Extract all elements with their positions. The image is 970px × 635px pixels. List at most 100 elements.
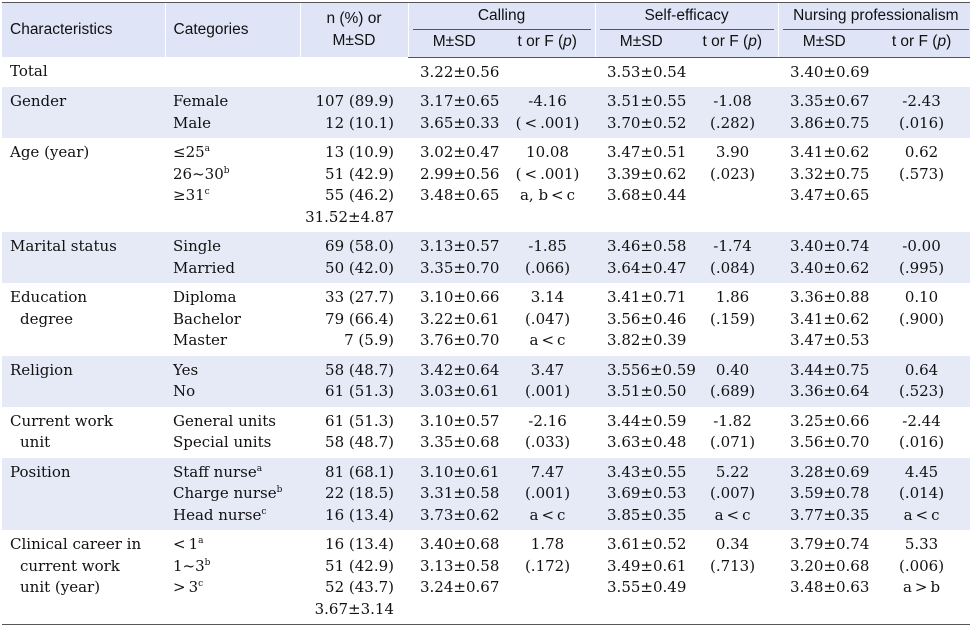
self-efficacy-msd-cell: 3.47±0.51 3.39±0.62 3.68±0.44 bbox=[595, 138, 687, 232]
self-efficacy-tf-cell: -1.82 (.071) bbox=[687, 407, 778, 458]
calling-msd-value: 3.13±0.57 bbox=[420, 237, 500, 255]
self-efficacy-msd-value: 3.49±0.61 bbox=[607, 556, 687, 575]
self-efficacy-msd-value: 3.46±0.58 bbox=[607, 237, 687, 255]
category-cell: General units Special units bbox=[165, 407, 300, 458]
category-text: 26~30b bbox=[173, 164, 230, 183]
category-text: ≤25a bbox=[173, 143, 211, 161]
characteristic-cell: Age (year) bbox=[2, 138, 165, 232]
self-efficacy-msd-value: 3.56±0.46 bbox=[607, 309, 687, 328]
calling-msd-cell: 3.42±0.64 3.03±0.61 bbox=[408, 355, 500, 407]
category-text: > 3c bbox=[173, 578, 204, 596]
professionalism-msd-cell: 3.36±0.88 3.41±0.62 3.47±0.53 bbox=[778, 283, 870, 356]
calling-tf-cell: -4.16 ( < .001) bbox=[500, 87, 596, 138]
self-efficacy-msd-cell: 3.61±0.52 3.49±0.61 3.55±0.49 bbox=[595, 530, 688, 625]
self-efficacy-tf-value: a < c bbox=[714, 505, 751, 524]
category-text: Diploma bbox=[173, 288, 237, 306]
professionalism-msd-value: 3.28±0.69 bbox=[790, 462, 870, 481]
category-text: Special units bbox=[173, 433, 272, 451]
self-efficacy-msd-value: 3.63±0.48 bbox=[607, 433, 687, 451]
category-text: Yes bbox=[173, 360, 199, 379]
n-cell: 61 (51.3) 58 (48.7) bbox=[300, 407, 408, 458]
self-efficacy-tf-cell bbox=[687, 57, 778, 87]
self-efficacy-tf-cell: 3.90 (.023) bbox=[687, 138, 778, 232]
header-np-tf: t or F (p) bbox=[870, 30, 970, 58]
calling-tf-value: a < c bbox=[529, 331, 566, 349]
self-efficacy-msd-cell: 3.51±0.55 3.70±0.52 bbox=[595, 87, 688, 138]
self-efficacy-msd-value: 3.39±0.62 bbox=[607, 164, 687, 183]
self-efficacy-tf-cell: -1.08 (.282) bbox=[687, 87, 779, 138]
professionalism-msd-value: 3.35±0.67 bbox=[790, 92, 870, 110]
self-efficacy-tf-value: -1.82 bbox=[713, 411, 752, 430]
header-np-msd: M±SD bbox=[777, 30, 871, 58]
self-efficacy-msd-value: 3.55±0.49 bbox=[607, 578, 687, 596]
calling-tf-cell: 7.47 (.001) a < c bbox=[500, 457, 596, 530]
calling-tf-value: (.033) bbox=[524, 433, 571, 451]
professionalism-msd-value: 3.36±0.64 bbox=[790, 382, 870, 400]
professionalism-msd-value: 3.40±0.62 bbox=[790, 258, 870, 277]
n-cell: 33 (27.7) 79 (66.4) 7 (5.9) bbox=[300, 283, 408, 356]
calling-msd-value: 3.40±0.68 bbox=[420, 535, 500, 553]
characteristic-text: Gender bbox=[10, 92, 67, 110]
category-cell: Staff nursea Charge nurseb Head nursec bbox=[165, 457, 300, 530]
calling-msd-cell: 3.10±0.61 3.31±0.58 3.73±0.62 bbox=[408, 457, 500, 530]
category-superscript: c bbox=[204, 187, 210, 197]
characteristic-text: Current work bbox=[10, 411, 113, 430]
n-value: 55 (46.2) bbox=[325, 186, 394, 204]
professionalism-tf-cell: 0.62 (.573) bbox=[870, 138, 970, 232]
professionalism-msd-cell: 3.35±0.67 3.86±0.75 bbox=[778, 87, 871, 138]
calling-msd-value: 3.22±0.56 bbox=[420, 62, 500, 81]
self-efficacy-tf-value: 3.90 bbox=[715, 143, 750, 161]
professionalism-msd-value: 3.40±0.74 bbox=[790, 237, 870, 255]
calling-tf-cell: 10.08 ( < .001) a, b < c bbox=[500, 138, 595, 232]
n-value: 81 (68.1) bbox=[325, 462, 394, 481]
self-efficacy-tf-value: -1.74 bbox=[713, 237, 752, 255]
calling-msd-value: 3.10±0.57 bbox=[420, 411, 500, 430]
self-efficacy-tf-cell: 5.22 (.007) a < c bbox=[687, 457, 779, 530]
characteristic-text: degree bbox=[20, 309, 74, 328]
calling-tf-value: -2.16 bbox=[528, 411, 567, 430]
professionalism-msd-value: 3.40±0.69 bbox=[790, 62, 870, 81]
self-efficacy-msd-value: 3.68±0.44 bbox=[607, 186, 687, 204]
table-row: Marital status Single Married 69 (58.0) 50 (… bbox=[2, 232, 970, 283]
calling-tf-cell: 1.78 (.172) bbox=[500, 530, 596, 625]
calling-msd-value: 3.13±0.58 bbox=[420, 556, 500, 575]
calling-msd-value: 3.42±0.64 bbox=[420, 360, 500, 379]
n-value: 3.67±3.14 bbox=[314, 599, 394, 618]
characteristic-text: current work bbox=[20, 556, 120, 575]
n-cell: 107 (89.9) 12 (10.1) bbox=[300, 87, 408, 138]
n-value: 22 (18.5) bbox=[325, 484, 394, 502]
calling-msd-cell: 3.02±0.47 2.99±0.56 3.48±0.65 bbox=[408, 138, 500, 232]
characteristic-cell: Marital status bbox=[2, 232, 165, 283]
professionalism-tf-value: -0.00 bbox=[902, 237, 941, 255]
professionalism-tf-cell: 4.45 (.014) a < c bbox=[870, 457, 970, 530]
calling-msd-value: 3.24±0.67 bbox=[420, 578, 500, 596]
n-value: 51 (42.9) bbox=[325, 164, 394, 183]
professionalism-msd-cell: 3.40±0.74 3.40±0.62 bbox=[778, 232, 871, 283]
professionalism-tf-value: (.573) bbox=[898, 164, 945, 183]
professionalism-msd-value: 3.79±0.74 bbox=[790, 535, 870, 553]
calling-tf-value: 7.47 bbox=[530, 462, 565, 481]
professionalism-msd-value: 3.32±0.75 bbox=[790, 164, 870, 183]
n-value: 61 (51.3) bbox=[325, 411, 394, 430]
calling-tf-value: (.047) bbox=[524, 309, 571, 328]
category-cell: Yes No bbox=[165, 355, 300, 407]
calling-msd-cell: 3.40±0.68 3.13±0.58 3.24±0.67 bbox=[408, 530, 500, 625]
n-value: 58 (48.7) bbox=[325, 360, 394, 379]
self-efficacy-tf-value: (.282) bbox=[709, 113, 756, 132]
header-group-professionalism: Nursing professionalism bbox=[777, 2, 970, 31]
self-efficacy-msd-value: 3.70±0.52 bbox=[607, 113, 687, 132]
category-cell: Single Married bbox=[165, 232, 300, 283]
professionalism-msd-cell: 3.41±0.62 3.32±0.75 3.47±0.65 bbox=[778, 138, 870, 232]
calling-tf-cell: 3.14 (.047) a < c bbox=[500, 283, 595, 356]
calling-msd-value: 3.48±0.65 bbox=[420, 186, 500, 204]
header-self-efficacy-label: Self-efficacy bbox=[599, 3, 774, 30]
category-superscript: b bbox=[223, 165, 230, 176]
characteristic-cell: Current work unit bbox=[2, 407, 165, 458]
header-professionalism-label: Nursing professionalism bbox=[782, 3, 970, 30]
calling-msd-cell: 3.17±0.65 3.65±0.33 bbox=[408, 87, 500, 138]
n-value: 69 (58.0) bbox=[325, 237, 394, 255]
self-efficacy-msd-value: 3.43±0.55 bbox=[607, 462, 687, 481]
calling-tf-cell: -2.16 (.033) bbox=[500, 407, 595, 458]
calling-msd-value: 3.02±0.47 bbox=[420, 143, 500, 161]
n-value: 52 (43.7) bbox=[325, 578, 394, 596]
